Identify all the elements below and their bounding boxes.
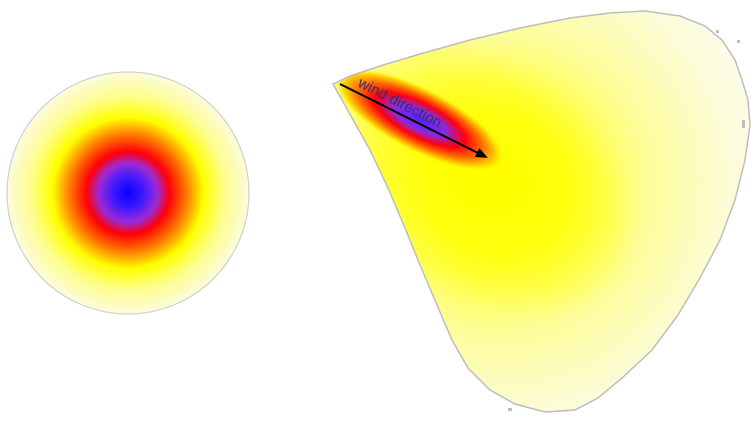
dispersion-circle xyxy=(6,71,250,315)
wind-direction-arrow xyxy=(339,83,488,158)
plume-core xyxy=(333,11,750,412)
plume-outline xyxy=(331,10,751,413)
wind-driven-dispersion: wind direction xyxy=(331,10,751,413)
calm-wind-dispersion xyxy=(6,71,250,315)
outline-fragments xyxy=(508,30,745,411)
